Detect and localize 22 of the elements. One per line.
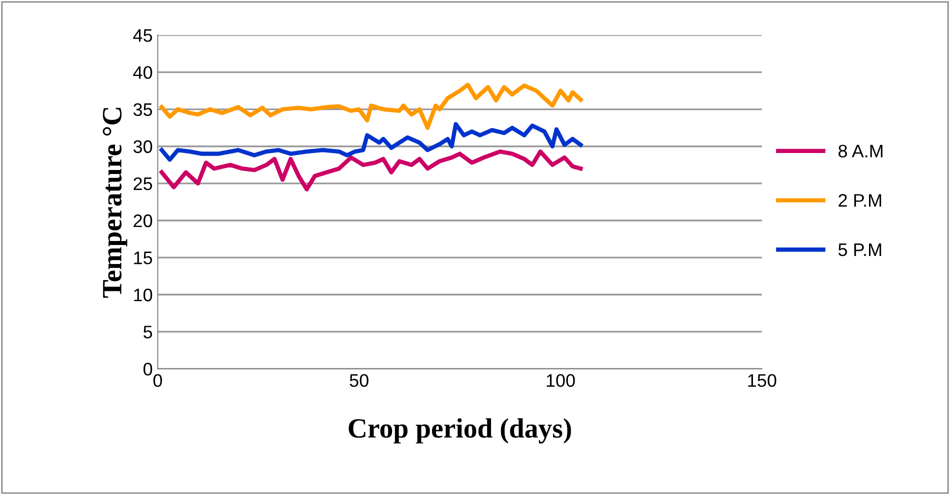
y-tick-label: 15 — [134, 252, 152, 264]
legend-label: 5 P.M — [838, 244, 882, 256]
legend-label: 2 P.M — [838, 194, 882, 207]
y-tick-label: 0 — [144, 362, 152, 376]
legend-label: 8 A.M — [838, 144, 882, 158]
x-tick-label: 150 — [748, 374, 776, 387]
y-tick-label: 20 — [134, 214, 152, 228]
line-series — [160, 149, 583, 192]
y-tick-label: 45 — [133, 29, 152, 42]
y-tick-label: 40 — [133, 66, 152, 79]
y-tick-label: 35 — [133, 103, 152, 116]
x-tick-label: 50 — [350, 374, 368, 387]
x-axis-title: Crop period (days) — [348, 418, 571, 444]
y-tick-label: 5 — [144, 326, 152, 338]
line-series — [160, 122, 583, 162]
y-tick-label: 30 — [133, 140, 152, 154]
y-axis-title: Temperature °C — [102, 108, 128, 298]
y-tick-label: 25 — [134, 177, 152, 190]
x-tick-label: 100 — [546, 374, 575, 387]
line-series — [160, 82, 583, 130]
y-tick-label: 10 — [134, 288, 152, 302]
x-tick-label: 0 — [153, 374, 162, 387]
